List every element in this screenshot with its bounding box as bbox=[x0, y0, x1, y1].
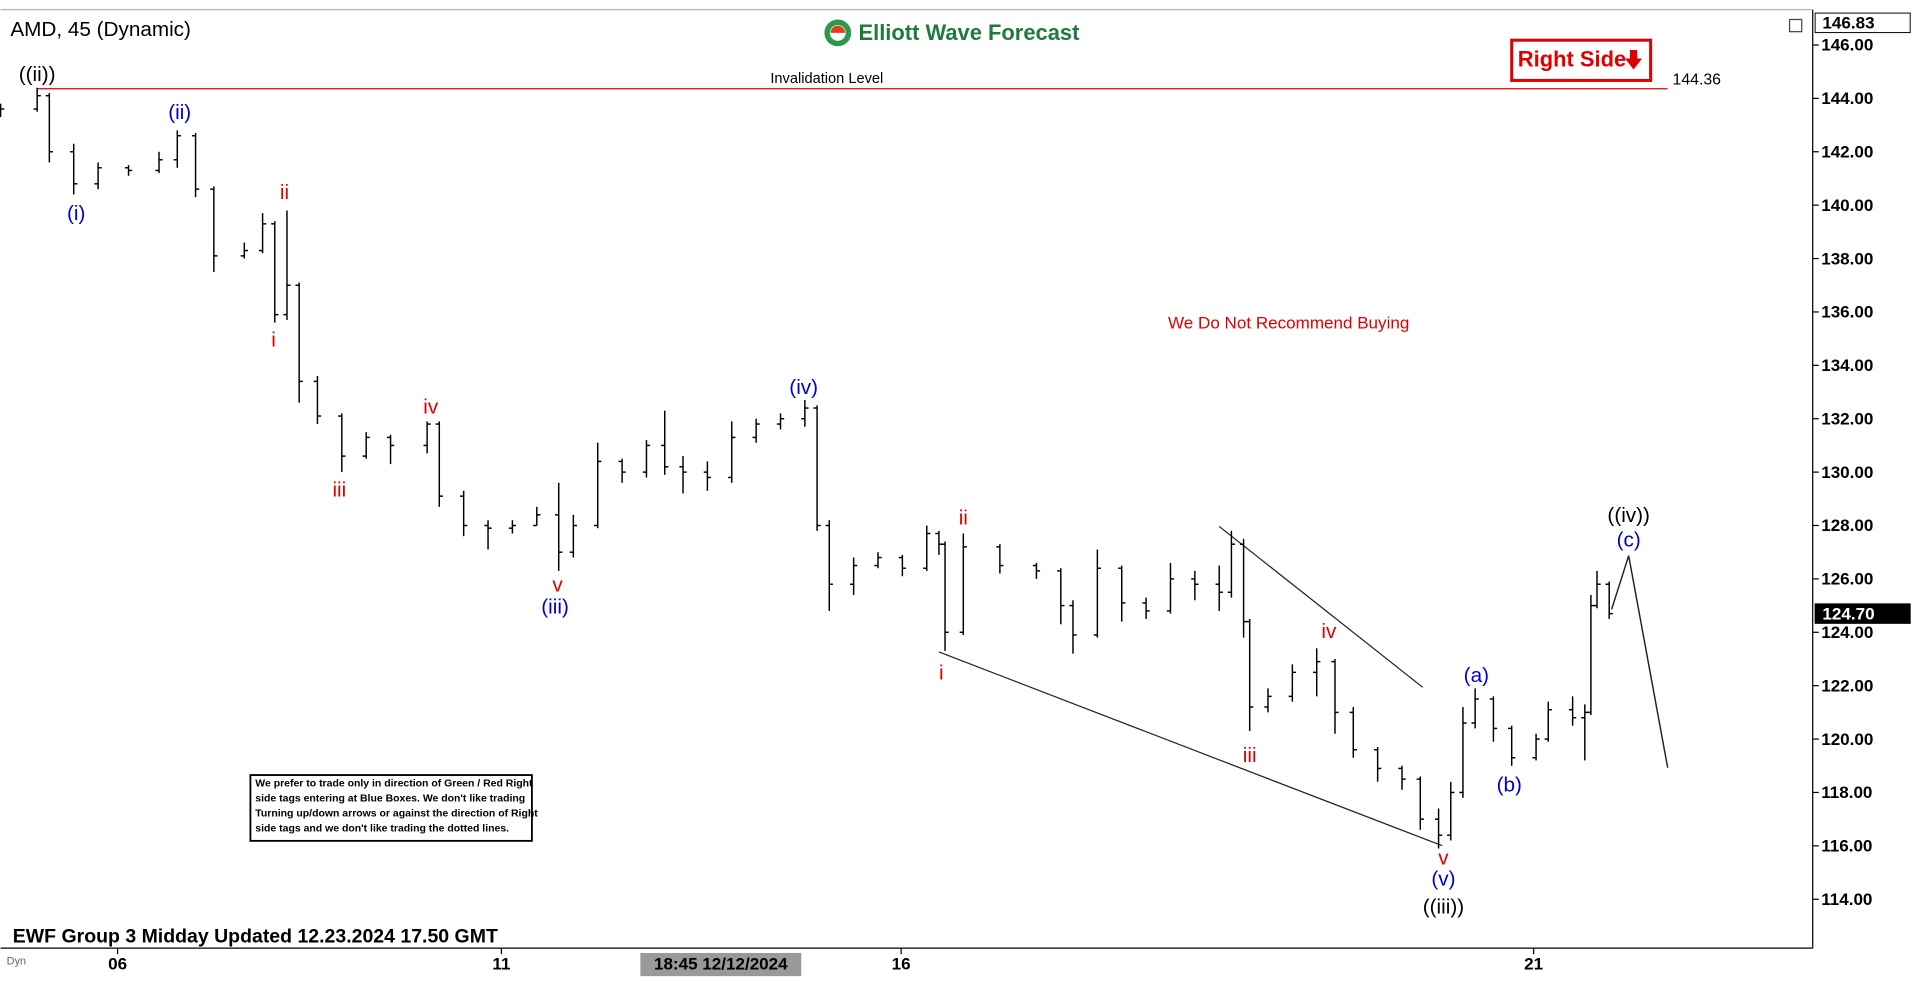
side-tag: Right Side bbox=[1510, 38, 1653, 82]
y-tick-label: 120.00 bbox=[1821, 730, 1873, 749]
cursor-time-box bbox=[640, 952, 802, 977]
price-label: 124.70 bbox=[1822, 604, 1874, 623]
disclaimer-box bbox=[249, 774, 533, 842]
y-tick-label: 136.00 bbox=[1821, 303, 1873, 322]
disclaimer-line: Turning up/down arrows or against the di… bbox=[255, 808, 538, 819]
y-tick-label: 126.00 bbox=[1821, 570, 1873, 589]
disclaimer-line: side tags entering at Blue Boxes. We don… bbox=[255, 793, 525, 804]
projection-path bbox=[1610, 555, 1669, 768]
cursor-time: 18:45 12/12/2024 bbox=[654, 955, 788, 974]
warning-text: We Do Not Recommend Buying bbox=[1168, 314, 1409, 333]
wave-label: (c) bbox=[1617, 529, 1641, 552]
brand-name: Elliott Wave Forecast bbox=[859, 20, 1081, 45]
invalidation-value: 144.36 bbox=[1673, 71, 1722, 88]
invalidation-label: Invalidation Level bbox=[770, 71, 883, 87]
x-tick-label: 21 bbox=[1524, 955, 1543, 974]
x-tick-label: 16 bbox=[892, 955, 911, 974]
y-tick-label: 134.00 bbox=[1821, 356, 1873, 375]
trend-lines bbox=[938, 525, 1669, 847]
disclaimer-line: side tags and we don't like trading the … bbox=[255, 823, 509, 834]
wave-label: (iii) bbox=[541, 596, 569, 619]
wave-label: ((iv)) bbox=[1607, 504, 1650, 527]
wave-label: (i) bbox=[67, 202, 85, 225]
chart-title: AMD, 45 (Dynamic) bbox=[10, 18, 191, 41]
y-tick-label: 118.00 bbox=[1821, 783, 1872, 802]
wave-label: (a) bbox=[1464, 664, 1489, 687]
disclaimer: We prefer to trade only in direction of … bbox=[249, 774, 538, 842]
brand-logo: Elliott Wave Forecast bbox=[824, 19, 1081, 47]
wave-label: v bbox=[552, 574, 563, 597]
logo-accent bbox=[830, 25, 846, 33]
y-tick-label: 116.00 bbox=[1821, 837, 1872, 856]
wave-label: (ii) bbox=[168, 101, 191, 124]
x-tick-label: 06 bbox=[108, 955, 127, 974]
wave-label: (b) bbox=[1497, 773, 1522, 796]
price-bars bbox=[0, 87, 1613, 849]
y-tick-label: 138.00 bbox=[1821, 249, 1873, 268]
mode-tag: Dyn bbox=[7, 955, 26, 967]
trend-line bbox=[1218, 525, 1424, 688]
price-label-box bbox=[1814, 12, 1911, 34]
y-tick-label: 144.00 bbox=[1821, 89, 1873, 108]
wave-label: v bbox=[1438, 847, 1449, 870]
y-tick-label: 124.00 bbox=[1821, 623, 1873, 642]
disclaimer-line: We prefer to trade only in direction of … bbox=[255, 778, 533, 789]
trend-line bbox=[938, 651, 1443, 847]
y-tick-label: 132.00 bbox=[1821, 409, 1873, 428]
wave-label: ((ii)) bbox=[19, 63, 56, 86]
y-tick-label: 128.00 bbox=[1821, 516, 1873, 535]
wave-label: (iv) bbox=[789, 376, 818, 399]
wave-label: i bbox=[939, 661, 944, 684]
y-tick-label: 140.00 bbox=[1821, 196, 1873, 215]
wave-label: ((iii)) bbox=[1423, 895, 1464, 918]
footer-text: EWF Group 3 Midday Updated 12.23.2024 17… bbox=[13, 925, 498, 947]
wave-label: ii bbox=[280, 181, 289, 204]
side-tag-text: Right Side bbox=[1518, 47, 1626, 72]
wave-label: iii bbox=[1243, 744, 1257, 767]
y-tick-label: 114.00 bbox=[1821, 890, 1872, 909]
price-label: 146.83 bbox=[1822, 14, 1874, 33]
x-tick-label: 11 bbox=[492, 955, 510, 974]
wave-label: (v) bbox=[1431, 867, 1455, 890]
window-icon bbox=[1788, 18, 1803, 33]
y-tick-label: 142.00 bbox=[1821, 142, 1873, 161]
wave-label: iv bbox=[423, 396, 439, 419]
y-tick-label: 146.00 bbox=[1821, 36, 1873, 55]
y-tick-label: 122.00 bbox=[1821, 676, 1873, 695]
y-tick-label: 130.00 bbox=[1821, 463, 1873, 482]
wave-label: ii bbox=[959, 507, 968, 530]
side-tag-arrow bbox=[1625, 49, 1643, 70]
wave-label: iv bbox=[1321, 620, 1337, 643]
price-label-box bbox=[1814, 603, 1911, 624]
wave-label: i bbox=[271, 329, 276, 352]
wave-label: iii bbox=[332, 479, 346, 502]
